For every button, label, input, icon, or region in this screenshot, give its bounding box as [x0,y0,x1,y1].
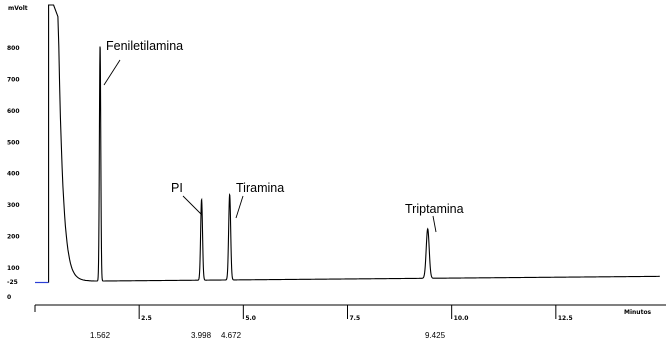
y-tick-label: 800 [7,45,20,52]
x-tick-label: 5.0 [245,315,256,322]
x-tick-label: 2.5 [141,315,152,322]
x-axis-unit-label: Minutos [624,309,652,316]
y-tick-label: 300 [7,202,20,209]
chromatogram-line [48,4,660,283]
x-tick-label: 7.5 [350,315,361,322]
peak-leader-line [432,215,437,233]
y-tick-label: 700 [7,76,20,83]
y-axis-unit-label: mVolt [8,5,28,12]
peak-leader-line [103,59,121,86]
peak-name-label: Triptamina [405,202,464,216]
peak-name-label: Tiramina [236,181,284,195]
peak-leader-line [182,195,203,216]
retention-time-label: 9.425 [425,331,446,340]
retention-time-label: 1.562 [90,331,111,340]
y-tick-label: 100 [7,265,20,272]
y-tick-label: 200 [7,234,20,241]
y-tick-label: -25 [7,279,18,286]
x-tick-label: 12.5 [558,315,573,322]
retention-time-label: 4.672 [221,331,242,340]
y-axis: 800 700 600 500 400 300 200 100 0 -25 [7,45,20,301]
y-tick-label: 600 [7,108,20,115]
y-tick-label: 0 [7,294,11,301]
peak-leader-line [235,195,244,219]
retention-time-label: 3.998 [191,331,212,340]
peak-name-label: PI [171,181,183,195]
y-tick-label: 500 [7,139,20,146]
peak-name-label: Feniletilamina [106,39,183,53]
y-tick-label: 400 [7,171,20,178]
x-tick-label: 10.0 [454,315,469,322]
peak-annotations: Feniletilamina 1.562 PI 3.998 Tiramina 4.672 T… [90,39,464,340]
x-axis: 2.5 5.0 7.5 10.0 12.5 [34,304,666,322]
signal-trace [35,4,660,284]
